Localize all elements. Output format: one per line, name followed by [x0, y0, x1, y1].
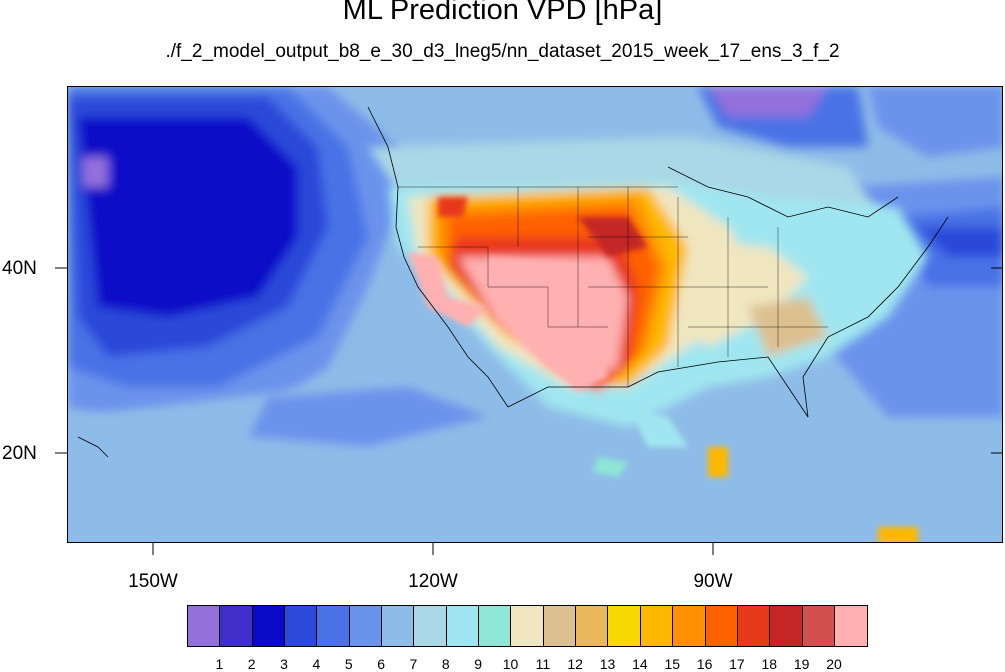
legend-label: 17: [729, 656, 745, 672]
legend-swatch: [252, 606, 286, 646]
legend-swatch: [285, 606, 318, 646]
legend-swatch: [414, 606, 447, 646]
legend-label: 8: [441, 656, 450, 672]
pacific-field: [68, 87, 398, 417]
legend-swatch: [188, 606, 221, 646]
legend-label: 18: [761, 656, 778, 672]
legend-label: 13: [599, 656, 616, 672]
lat-label-40n: 40N: [2, 258, 37, 279]
legend-swatch: [770, 606, 803, 646]
state-border-lines: [398, 186, 828, 387]
map-subtitle: ./f_2_model_output_b8_e_30_d3_lneg5/nn_d…: [165, 41, 840, 62]
legend-swatch: [640, 606, 674, 646]
legend-label: 6: [377, 656, 385, 672]
legend-swatch: [382, 606, 415, 646]
legend-swatch: [834, 606, 868, 646]
legend-swatch: [317, 606, 350, 646]
legend-swatch: [220, 606, 253, 646]
legend-label: 5: [344, 656, 353, 672]
legend-colorbar: [187, 605, 869, 647]
legend-swatch: [608, 606, 641, 646]
lon-label-120w: 120W: [408, 571, 458, 592]
southern-ocean-field: [68, 387, 1002, 542]
lon-label-150w: 150W: [128, 571, 178, 592]
legend-swatch: [349, 606, 383, 646]
legend-swatch: [479, 606, 512, 646]
legend-swatch: [511, 606, 544, 646]
legend-label: 9: [474, 656, 483, 672]
map-title: ML Prediction VPD [hPa]: [342, 0, 663, 26]
legend-label: 2: [247, 656, 256, 672]
lat-label-20n: 20N: [2, 443, 37, 464]
coastline-lines: [77, 106, 949, 458]
lon-label-90w: 90W: [693, 571, 733, 592]
legend-label: 7: [409, 656, 418, 672]
vpd-contour-map: [68, 87, 1002, 542]
legend-label: 1: [215, 656, 224, 672]
legend-label: 15: [664, 656, 681, 672]
legend-label: 4: [312, 656, 321, 672]
legend-swatch: [446, 606, 480, 646]
legend-label: 10: [502, 656, 519, 672]
legend-label: 16: [696, 656, 713, 672]
legend-label: 12: [567, 656, 583, 672]
legend-swatch: [576, 606, 609, 646]
legend-swatch: [543, 606, 577, 646]
legend-label: 14: [632, 656, 648, 672]
legend-label: 20: [826, 656, 842, 672]
legend-swatch: [737, 606, 771, 646]
legend-swatch: [673, 606, 706, 646]
legend-label: 11: [535, 656, 551, 672]
legend-labels: 1 2 3 4 5 6 7 8 9 10 11 12 13 14 15 16 17 18 19 20: [0, 656, 1005, 672]
legend-label: 3: [280, 656, 288, 672]
legend-swatch: [705, 606, 738, 646]
legend-label: 19: [793, 656, 810, 672]
legend-swatch: [802, 606, 835, 646]
map-panel: [67, 86, 1003, 543]
